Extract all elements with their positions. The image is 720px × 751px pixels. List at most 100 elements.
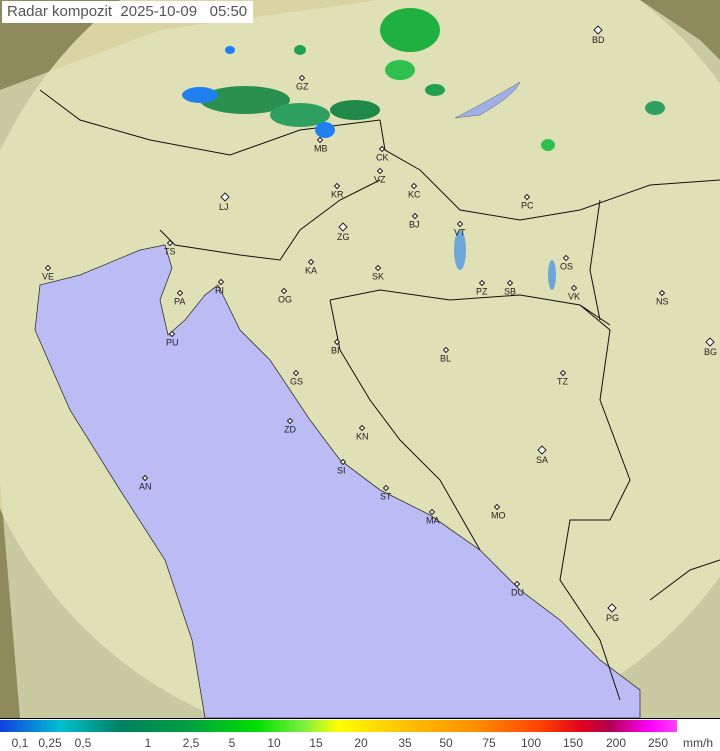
city-label: BD [592,35,605,45]
legend-tick: 15 [309,736,323,750]
city-an: AN [139,474,152,492]
city-marker-icon [376,167,384,175]
city-marker-icon [141,474,149,482]
city-marker-icon [382,484,390,492]
city-label: PZ [476,287,488,297]
city-marker-icon [339,458,347,466]
city-marker-icon [378,145,386,153]
city-ri: RI [215,278,225,296]
city-label: VE [42,272,54,282]
legend-tick: 100 [520,736,542,750]
city-bl: BL [440,346,451,364]
city-marker-icon [44,264,52,272]
city-marker-icon [478,279,486,287]
city-label: OG [278,295,292,305]
city-st: ST [380,484,392,502]
city-marker-icon [537,445,547,455]
city-label: LJ [219,202,229,212]
city-marker-icon [333,182,341,190]
city-marker-icon [410,182,418,190]
city-marker-icon [607,603,617,613]
city-marker-icon [523,193,531,201]
city-marker-icon [333,338,341,346]
city-label: VZ [374,175,386,185]
city-bi: BI [331,338,341,356]
city-zd: ZD [284,417,296,435]
city-label: VK [568,292,580,302]
city-label: ZD [284,425,296,435]
city-label: KC [408,190,421,200]
legend-tick: 200 [605,736,627,750]
city-lj: LJ [219,192,230,212]
city-label: BI [331,346,340,356]
city-pa: PA [174,289,185,307]
city-label: DU [511,588,524,598]
city-marker-icon [374,264,382,272]
city-label: MO [491,511,506,521]
legend-tick: 0,5 [74,736,92,750]
city-label: NS [656,297,669,307]
legend-tick: 35 [398,736,412,750]
city-marker-icon [559,369,567,377]
city-label: PG [606,613,619,623]
city-marker-icon [506,279,514,287]
city-label: TS [164,247,176,257]
city-label: BG [704,347,717,357]
city-label: OS [560,262,573,272]
city-du: DU [511,580,524,598]
city-gs: GS [290,369,303,387]
legend-tick: 0,1 [11,736,29,750]
city-label: BL [440,354,451,364]
city-ve: VE [42,264,54,282]
precipitation-color-scale [0,720,677,732]
city-label: SB [504,287,516,297]
city-label: ST [380,492,392,502]
city-label: PA [174,297,185,307]
city-bg: BG [704,337,717,357]
city-og: OG [278,287,292,305]
city-label: ZG [337,232,350,242]
city-label: KR [331,190,344,200]
city-label: GZ [296,82,309,92]
city-pg: PG [606,603,619,623]
city-mo: MO [491,503,506,521]
city-tz: TZ [557,369,568,387]
city-marker-icon [562,254,570,262]
city-marker-icon [280,287,288,295]
city-label: RI [215,286,224,296]
legend-tick: 20 [354,736,368,750]
city-label: VT [454,228,466,238]
legend-tick: 2,5 [182,736,200,750]
legend-tick: 250 [647,736,669,750]
city-si: SI [337,458,347,476]
city-mb: MB [314,136,328,154]
city-marker-icon [456,220,464,228]
city-marker-icon [168,330,176,338]
city-pc: PC [521,193,534,211]
city-marker-icon [493,503,501,511]
city-marker-icon [166,239,174,247]
city-ck: CK [376,145,389,163]
city-gz: GZ [296,74,309,92]
city-label: MA [426,516,440,526]
city-ts: TS [164,239,176,257]
city-label: SK [372,272,384,282]
city-zg: ZG [337,222,350,242]
city-marker-icon [316,136,324,144]
city-label: GS [290,377,303,387]
borders [39,89,720,701]
city-marker-icon [286,417,294,425]
lake-balaton [454,81,521,119]
city-ka: KA [305,258,317,276]
rain-cells [182,8,665,290]
city-pu: PU [166,330,179,348]
map-title: Radar kompozit 2025-10-09 05:50 [2,1,254,23]
city-bj: BJ [409,212,420,230]
city-marker-icon [307,258,315,266]
legend-tick: 5 [228,736,236,750]
city-vz: VZ [374,167,386,185]
city-marker-icon [411,212,419,220]
city-kr: KR [331,182,344,200]
legend-tick: 75 [482,736,496,750]
